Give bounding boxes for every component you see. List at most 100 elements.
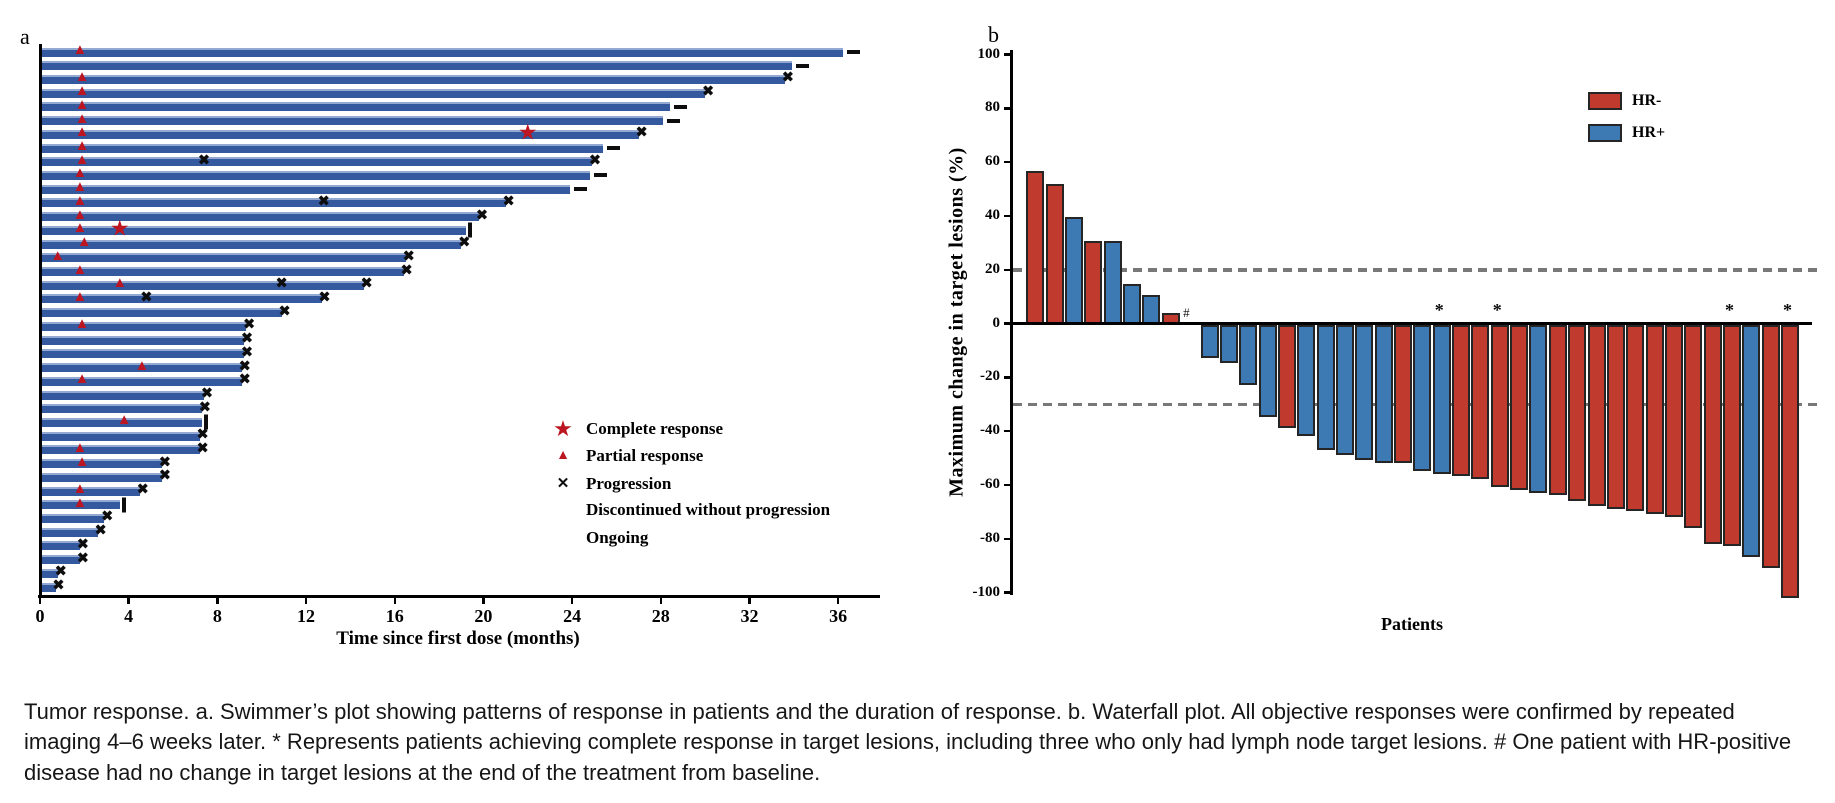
- partial-response-triangle-marker: ▲: [50, 247, 66, 264]
- swimmer-bar: [41, 102, 670, 112]
- star-annotation: *: [1724, 300, 1734, 320]
- legend-label: Ongoing: [586, 528, 649, 547]
- progression-x-marker: ✖: [198, 153, 210, 169]
- swimmer-bar: [41, 88, 706, 98]
- progression-x-marker: ✖: [196, 441, 209, 457]
- progression-x-marker: ✖: [201, 386, 213, 402]
- swimmer-bar: [41, 239, 462, 249]
- waterfall-bar: [1103, 240, 1122, 326]
- partial-response-triangle-marker: ▲: [72, 42, 88, 58]
- partial-response-triangle-marker: ▲: [72, 206, 88, 223]
- ongoing-dash-marker: [673, 104, 687, 109]
- progression-x-marker: ✖: [77, 537, 89, 553]
- y-axis-tick: [1004, 107, 1012, 110]
- y-axis-tick: [1004, 483, 1012, 487]
- partial-response-triangle-marker: ▲: [72, 439, 88, 456]
- star-annotation: *: [1783, 300, 1792, 320]
- swimmer-bar: [41, 404, 202, 414]
- partial-response-triangle-marker: ▲: [76, 234, 92, 251]
- y-tick-label: -80: [980, 529, 1000, 546]
- x-axis-tick: [127, 595, 130, 604]
- partial-response-triangle-marker: ▲: [72, 165, 88, 182]
- progression-x-marker: ✖: [241, 345, 253, 361]
- waterfall-bar: [1123, 283, 1142, 326]
- swimmer-bar: [41, 198, 506, 208]
- ongoing-dash-marker: [573, 187, 587, 192]
- legend-item-progression: ✕ Progression: [550, 474, 672, 494]
- waterfall-bar: [1626, 324, 1645, 512]
- panel-a-label: a: [20, 24, 30, 49]
- waterfall-bar: [1335, 324, 1354, 455]
- partial-response-triangle-marker: ▲: [72, 494, 88, 511]
- legend-label: Complete response: [586, 419, 724, 438]
- star-annotation: *: [1434, 300, 1444, 320]
- waterfall-bar: [1084, 240, 1103, 326]
- progression-x-marker: ✖: [52, 578, 65, 594]
- progression-x-marker: ✖: [77, 551, 89, 567]
- swimmer-bar: [41, 129, 639, 139]
- progression-x-marker: ✖: [159, 455, 171, 471]
- waterfall-bar: [1703, 324, 1722, 544]
- x-tick-label: 36: [829, 606, 848, 626]
- discontinued-bar-marker: [121, 497, 126, 513]
- partial-response-triangle-marker: ▲: [74, 151, 90, 168]
- swimmer-bar: [41, 321, 247, 331]
- ongoing-dash-marker: [666, 118, 680, 123]
- partial-response-triangle-marker: ▲: [74, 110, 90, 127]
- waterfall-bar: [1277, 324, 1296, 429]
- swimmer-bar: [41, 74, 785, 84]
- progression-x-marker: ✖: [54, 564, 67, 580]
- waterfall-bar: [1355, 324, 1374, 461]
- swimmer-bar: [41, 541, 80, 551]
- progression-x-marker: ✖: [243, 317, 256, 333]
- complete-response-star-icon: ★: [553, 416, 573, 441]
- y-tick-label: 80: [985, 99, 1000, 116]
- swimmer-bar: [41, 363, 242, 373]
- swimmer-bar: [41, 225, 466, 235]
- complete-response-star-marker: ★: [517, 119, 538, 145]
- swimmer-bar: [41, 431, 200, 441]
- x-tick-label: 0: [35, 606, 45, 626]
- swimmer-bar: [41, 390, 205, 400]
- legend-label: Discontinued without progression: [586, 500, 831, 519]
- y-tick-label: -40: [980, 422, 1000, 439]
- y-tick-label: 60: [985, 153, 1000, 170]
- x-axis-tick: [393, 595, 397, 604]
- waterfall-bar: [1065, 216, 1084, 326]
- progression-x-marker: ✖: [94, 523, 107, 539]
- ongoing-dash-marker: [593, 173, 607, 178]
- progression-x-marker: ✖: [196, 427, 209, 443]
- swimmer-bar: [41, 170, 590, 180]
- x-axis-tick: [748, 595, 751, 604]
- waterfall-bar: [1142, 294, 1161, 326]
- discontinued-bar-marker: [467, 222, 472, 238]
- swimmer-bar: [41, 184, 570, 194]
- swimmer-bar: [41, 500, 120, 510]
- swimmer-bar: [41, 472, 162, 482]
- swimmer-bar: [41, 280, 364, 290]
- swimmer-bar: [41, 308, 282, 318]
- progression-x-marker: ✖: [238, 358, 251, 374]
- legend-item-discontinued: Discontinued without progression: [550, 500, 830, 520]
- waterfall-bar: [1452, 324, 1471, 477]
- partial-response-triangle-marker: ▲: [134, 357, 150, 374]
- y-axis-tick: [1004, 268, 1012, 271]
- x-tick-label: 12: [297, 606, 316, 626]
- ongoing-dash-marker: [846, 50, 860, 54]
- waterfall-bar: [1722, 324, 1741, 547]
- progression-x-marker: ✖: [635, 125, 648, 141]
- panel-b-label: b: [988, 22, 999, 47]
- ongoing-dash-marker: [607, 146, 621, 151]
- waterfall-bar: [1200, 324, 1219, 359]
- partial-response-triangle-marker: ▲: [74, 124, 90, 141]
- y-axis-tick: [1004, 53, 1012, 56]
- x-axis-tick: [482, 595, 485, 604]
- waterfall-bar: [1471, 324, 1490, 480]
- y-tick-label: 0: [992, 314, 1001, 331]
- progression-x-marker: ✖: [275, 276, 288, 292]
- partial-response-triangle-marker: ▲: [74, 138, 90, 155]
- waterfall-bar: [1297, 324, 1316, 437]
- legend-label: HR+: [1632, 124, 1666, 141]
- swimmer-bar: [41, 445, 200, 455]
